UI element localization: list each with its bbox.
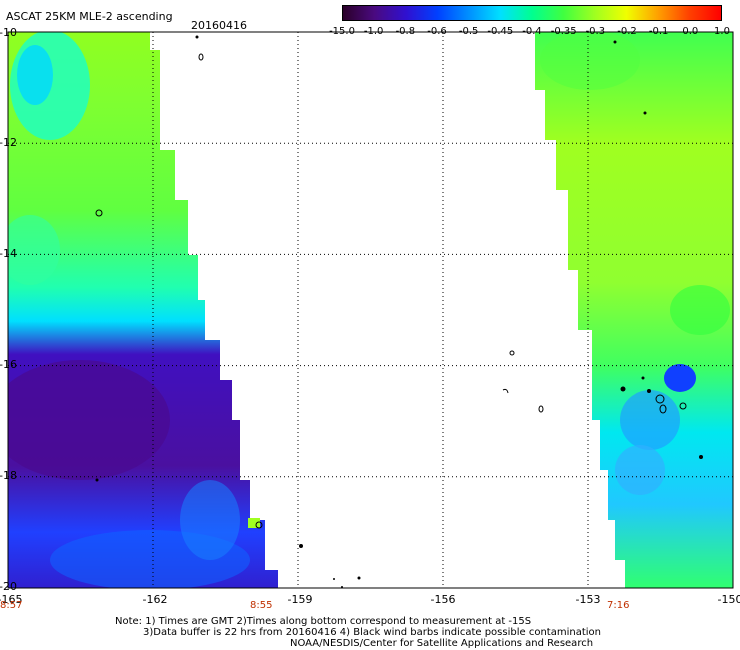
colorbar-label: 0.0: [682, 26, 699, 37]
chart-date: 20160416: [191, 19, 247, 32]
note-line-3: NOAA/NESDIS/Center for Satellite Applica…: [290, 638, 594, 649]
colorbar-label: 1.0: [714, 26, 730, 37]
colorbar-label: -0.1: [648, 26, 669, 37]
colorbar-label: -0.2: [617, 26, 637, 37]
lat-tick-label: -12: [0, 136, 17, 149]
lat-tick-labels: -10 -12 -14 -16 -18 -20: [0, 26, 17, 593]
lat-tick-label: -20: [0, 580, 17, 593]
lat-tick-label: -16: [0, 358, 17, 371]
lon-tick-label: -165: [0, 593, 22, 606]
colorbar-label: -1.0: [363, 26, 384, 37]
colorbar: [342, 5, 722, 21]
lon-tick-label: -159: [288, 593, 313, 606]
island-outlines: [95, 53, 687, 529]
colorbar-label: -0.6: [427, 26, 447, 37]
lon-tick-label: -156: [431, 593, 456, 606]
lon-tick-label: -150: [718, 593, 740, 606]
colorbar-label: -0.3: [585, 26, 606, 37]
time-left: 8:57: [0, 600, 23, 611]
lon-tick-label: -153: [576, 593, 601, 606]
right-swath: [535, 32, 733, 588]
lat-tick-label: -10: [0, 26, 17, 39]
time-right: 7:16: [607, 600, 630, 611]
lon-tick-labels: -165 -162 -159 -156 -153 -150: [0, 593, 740, 606]
colorbar-label: -0.5: [458, 26, 479, 37]
lon-tick-label: -162: [143, 593, 168, 606]
colorbar-label: -0.4: [522, 26, 542, 37]
note-line-1: Note: 1) Times are GMT 2)Times along bot…: [115, 616, 532, 627]
colorbar-label: -0.45: [487, 26, 514, 37]
chart-title: ASCAT 25KM MLE-2 ascending: [6, 10, 173, 23]
plot-frame: [7, 31, 734, 589]
note-line-2: 3)Data buffer is 22 hrs from 20160416 4)…: [143, 627, 601, 638]
lat-tick-label: -18: [0, 469, 17, 482]
left-swath: [8, 32, 278, 588]
colorbar-label: -0.8: [395, 26, 416, 37]
island-dots: [95, 35, 703, 588]
colorbar-label: -0.35: [550, 26, 577, 37]
lat-tick-label: -14: [0, 247, 17, 260]
gridlines: [8, 32, 733, 588]
colorbar-label: -15.0: [329, 26, 355, 37]
time-middle: 8:55: [250, 600, 273, 611]
